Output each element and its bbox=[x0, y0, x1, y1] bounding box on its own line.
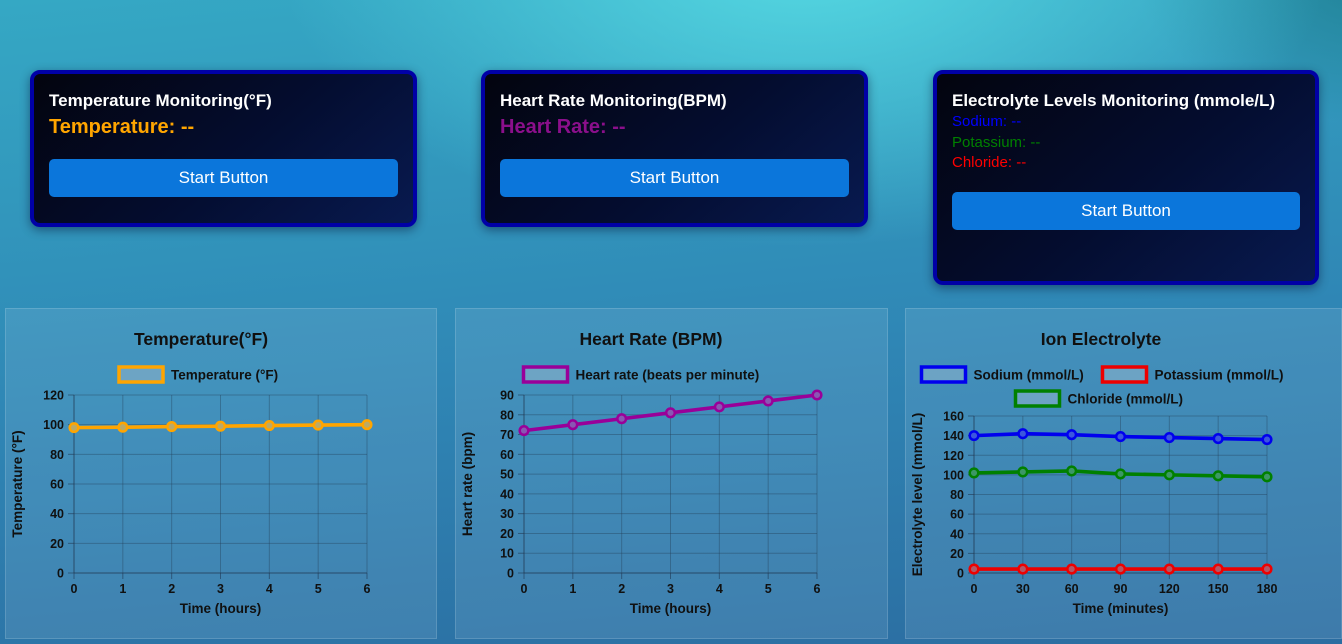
temperature-monitoring-card: Temperature Monitoring(°F) Temperature: … bbox=[30, 70, 417, 227]
svg-text:80: 80 bbox=[950, 488, 964, 502]
svg-text:0: 0 bbox=[521, 582, 528, 596]
temperature-chart-panel: Temperature(°F) Temperature (°F) 0 20 40 60 80… bbox=[5, 308, 437, 639]
svg-text:Time (hours): Time (hours) bbox=[630, 601, 712, 616]
svg-text:90: 90 bbox=[500, 389, 514, 403]
svg-text:Potassium (mmol/L): Potassium (mmol/L) bbox=[1155, 368, 1284, 383]
temperature-start-button[interactable]: Start Button bbox=[49, 159, 398, 198]
electrolyte-card-title: Electrolyte Levels Monitoring (mmole/L) bbox=[952, 91, 1276, 110]
svg-text:180: 180 bbox=[1257, 582, 1278, 596]
svg-text:40: 40 bbox=[500, 487, 514, 501]
svg-text:60: 60 bbox=[950, 508, 964, 522]
svg-text:5: 5 bbox=[315, 582, 322, 596]
svg-text:30: 30 bbox=[500, 507, 514, 521]
heart-rate-reading-label: Heart Rate: bbox=[500, 116, 607, 139]
svg-text:4: 4 bbox=[266, 582, 273, 596]
svg-text:2: 2 bbox=[618, 582, 625, 596]
svg-text:6: 6 bbox=[814, 582, 821, 596]
svg-text:100: 100 bbox=[943, 468, 964, 482]
svg-text:Ion Electrolyte: Ion Electrolyte bbox=[1041, 329, 1162, 349]
electrolyte-chart: Ion Electrolyte Sodium (mmol/L) Potassium … bbox=[910, 329, 1284, 616]
svg-text:Heart rate (bpm): Heart rate (bpm) bbox=[460, 432, 475, 536]
svg-text:80: 80 bbox=[500, 408, 514, 422]
svg-text:120: 120 bbox=[943, 449, 964, 463]
svg-text:0: 0 bbox=[971, 582, 978, 596]
svg-text:20: 20 bbox=[950, 547, 964, 561]
heart-rate-reading-value: -- bbox=[612, 116, 626, 139]
sodium-reading-value: -- bbox=[1011, 113, 1022, 131]
chloride-reading-value: -- bbox=[1016, 154, 1027, 172]
svg-text:40: 40 bbox=[50, 507, 64, 521]
svg-text:Sodium (mmol/L): Sodium (mmol/L) bbox=[974, 368, 1084, 383]
sodium-reading-label: Sodium: bbox=[952, 113, 1008, 131]
svg-text:20: 20 bbox=[50, 537, 64, 551]
svg-text:60: 60 bbox=[1065, 582, 1079, 596]
potassium-reading-label: Potassium: bbox=[952, 133, 1027, 151]
svg-text:120: 120 bbox=[1159, 582, 1180, 596]
svg-text:2: 2 bbox=[168, 582, 175, 596]
svg-text:0: 0 bbox=[507, 567, 514, 581]
temperature-reading-value: -- bbox=[180, 116, 195, 139]
svg-text:70: 70 bbox=[500, 428, 514, 442]
temperature-reading: Temperature: -- bbox=[49, 114, 398, 140]
svg-text:Time (hours): Time (hours) bbox=[180, 601, 262, 616]
svg-text:Temperature (°F): Temperature (°F) bbox=[10, 430, 25, 537]
potassium-reading-value: -- bbox=[1030, 133, 1041, 151]
svg-text:1: 1 bbox=[119, 582, 126, 596]
svg-text:20: 20 bbox=[500, 527, 514, 541]
svg-text:3: 3 bbox=[667, 582, 674, 596]
svg-text:100: 100 bbox=[43, 418, 64, 432]
svg-text:4: 4 bbox=[716, 582, 723, 596]
svg-text:10: 10 bbox=[500, 547, 514, 561]
svg-text:150: 150 bbox=[1208, 582, 1229, 596]
chloride-reading-label: Chloride: bbox=[952, 154, 1013, 172]
heart-rate-reading: Heart Rate: -- bbox=[500, 114, 849, 140]
potassium-reading: Potassium: -- bbox=[952, 133, 1300, 153]
sodium-reading: Sodium: -- bbox=[952, 112, 1300, 132]
temperature-reading-label: Temperature: bbox=[49, 116, 176, 139]
electrolyte-monitoring-card: Electrolyte Levels Monitoring (mmole/L) … bbox=[933, 70, 1319, 285]
svg-text:50: 50 bbox=[500, 468, 514, 482]
svg-text:30: 30 bbox=[1016, 582, 1030, 596]
svg-text:90: 90 bbox=[1114, 582, 1128, 596]
svg-text:120: 120 bbox=[43, 389, 64, 403]
svg-text:3: 3 bbox=[217, 582, 224, 596]
heart-rate-start-button[interactable]: Start Button bbox=[500, 159, 849, 198]
svg-text:Heart rate (beats per minute): Heart rate (beats per minute) bbox=[576, 368, 760, 383]
svg-text:80: 80 bbox=[50, 448, 64, 462]
svg-text:1: 1 bbox=[569, 582, 576, 596]
svg-text:5: 5 bbox=[765, 582, 772, 596]
svg-text:0: 0 bbox=[71, 582, 78, 596]
svg-text:140: 140 bbox=[943, 429, 964, 443]
heart-rate-card-title: Heart Rate Monitoring(BPM) bbox=[500, 91, 727, 110]
temperature-chart: Temperature(°F)Temperature (°F)020406080… bbox=[10, 329, 373, 616]
electrolyte-start-button[interactable]: Start Button bbox=[952, 191, 1300, 230]
heart-rate-monitoring-card: Heart Rate Monitoring(BPM) Heart Rate: -… bbox=[481, 70, 868, 227]
chloride-reading: Chloride: -- bbox=[952, 153, 1300, 173]
svg-text:60: 60 bbox=[500, 448, 514, 462]
svg-text:Temperature(°F): Temperature(°F) bbox=[134, 329, 268, 349]
svg-text:160: 160 bbox=[943, 410, 964, 424]
svg-text:40: 40 bbox=[950, 527, 964, 541]
svg-text:Electrolyte level (mmol/L): Electrolyte level (mmol/L) bbox=[910, 413, 925, 577]
heart-rate-chart: Heart Rate (BPM) Heart rate (beats per mi… bbox=[460, 329, 823, 616]
svg-text:Heart Rate (BPM): Heart Rate (BPM) bbox=[580, 329, 723, 349]
svg-text:Temperature (°F): Temperature (°F) bbox=[171, 368, 278, 383]
svg-text:0: 0 bbox=[957, 567, 964, 581]
svg-text:0: 0 bbox=[57, 567, 64, 581]
svg-text:60: 60 bbox=[50, 478, 64, 492]
svg-text:Time (minutes): Time (minutes) bbox=[1073, 601, 1169, 616]
electrolyte-chart-panel: Ion Electrolyte Sodium (mmol/L) Potassium … bbox=[905, 308, 1342, 639]
temperature-card-title: Temperature Monitoring(°F) bbox=[49, 91, 272, 110]
svg-text:6: 6 bbox=[364, 582, 371, 596]
svg-text:Chloride (mmol/L): Chloride (mmol/L) bbox=[1068, 392, 1184, 407]
heart-rate-chart-panel: Heart Rate (BPM) Heart rate (beats per mi… bbox=[455, 308, 888, 639]
